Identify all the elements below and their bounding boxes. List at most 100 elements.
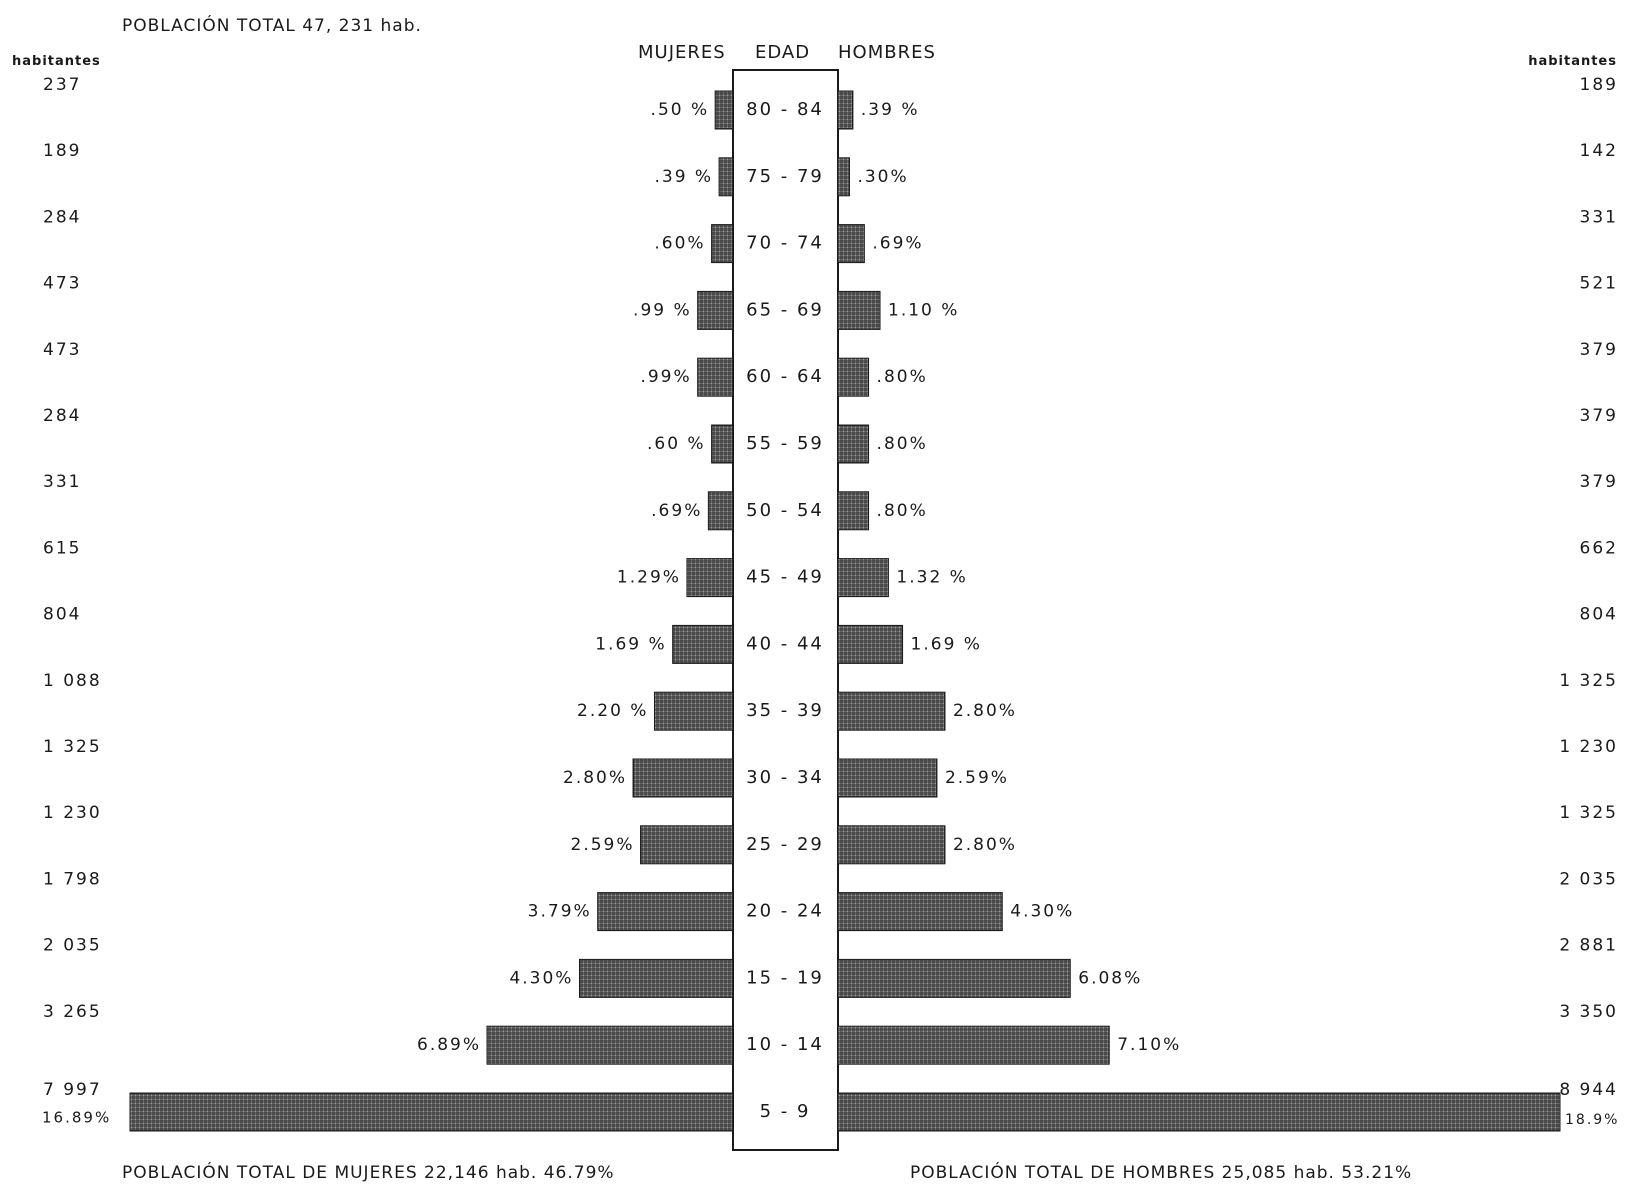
women-total-footer: POBLACIÓN TOTAL DE MUJERES 22,146 hab. 4… <box>122 1163 615 1183</box>
women-bar <box>718 157 734 197</box>
women-bar <box>711 224 734 264</box>
women-count-label: 331 <box>43 472 81 492</box>
women-count-label: 1 230 <box>43 803 102 823</box>
women-percent-label: .50 % <box>651 100 710 120</box>
age-group-label: 35 - 39 <box>746 700 824 721</box>
men-percent-label: 1.32 % <box>896 568 967 588</box>
women-percent-label: .99% <box>640 367 691 387</box>
age-group-label: 60 - 64 <box>746 366 824 387</box>
age-group-label: 65 - 69 <box>746 299 824 320</box>
men-percent-label: 2.80% <box>953 835 1017 855</box>
women-percent-label: 1.29% <box>617 568 681 588</box>
age-group-label: 15 - 19 <box>746 967 824 988</box>
women-count-label: 7 997 <box>43 1080 102 1100</box>
women-percent-label: .39 % <box>654 167 713 187</box>
men-percent-label: 1.69 % <box>911 634 982 654</box>
men-bar <box>837 491 870 531</box>
women-percent-label: .69% <box>651 501 702 521</box>
women-percent-label: 4.30% <box>509 968 573 988</box>
men-count-label: 1 325 <box>1559 803 1618 823</box>
men-percent-label: 18.9% <box>1565 1112 1619 1128</box>
women-bar <box>697 357 734 397</box>
age-group-label: 75 - 79 <box>746 166 824 187</box>
men-bar <box>837 558 889 598</box>
age-group-label: 55 - 59 <box>746 433 824 454</box>
men-total-footer: POBLACIÓN TOTAL DE HOMBRES 25,085 hab. 5… <box>910 1163 1413 1183</box>
men-percent-label: .80% <box>877 367 928 387</box>
women-percent-label: 2.20 % <box>577 701 648 721</box>
men-count-label: 8 944 <box>1559 1080 1618 1100</box>
women-count-label: 189 <box>43 141 81 161</box>
men-percent-label: .80% <box>877 434 928 454</box>
women-percent-label: 2.59% <box>571 835 635 855</box>
age-group-label: 20 - 24 <box>746 901 824 922</box>
women-bar <box>597 892 734 932</box>
men-count-label: 331 <box>1580 207 1618 227</box>
men-count-label: 2 881 <box>1559 936 1618 956</box>
women-count-label: 284 <box>43 207 81 227</box>
men-bar <box>837 224 865 264</box>
chart-title: POBLACIÓN TOTAL 47, 231 hab. <box>122 16 422 36</box>
men-bar <box>837 1092 1561 1132</box>
men-bar <box>837 290 881 330</box>
women-percent-label: .60 % <box>647 434 706 454</box>
women-percent-label: .60% <box>654 234 705 254</box>
men-count-label: 2 035 <box>1559 869 1618 889</box>
women-count-label: 2 035 <box>43 936 102 956</box>
men-bar <box>837 892 1003 932</box>
men-bar <box>837 825 946 865</box>
age-column-header: EDAD <box>755 42 811 63</box>
age-group-label: 50 - 54 <box>746 500 824 521</box>
women-bar <box>711 424 734 464</box>
men-percent-label: 1.10 % <box>888 300 959 320</box>
age-group-label: 25 - 29 <box>746 834 824 855</box>
women-bar <box>714 90 734 130</box>
age-group-label: 70 - 74 <box>746 233 824 254</box>
age-group-label: 30 - 34 <box>746 767 824 788</box>
men-percent-label: 7.10% <box>1117 1035 1181 1055</box>
men-bar <box>837 424 870 464</box>
women-bar <box>640 825 734 865</box>
women-bar <box>578 958 734 998</box>
women-percent-label: 3.79% <box>528 902 592 922</box>
age-group-label: 45 - 49 <box>746 567 824 588</box>
men-count-label: 379 <box>1580 340 1618 360</box>
men-percent-label: .39 % <box>861 100 920 120</box>
men-count-label: 379 <box>1580 406 1618 426</box>
women-bar <box>129 1092 734 1132</box>
men-percent-label: 4.30% <box>1010 902 1074 922</box>
age-group-label: 5 - 9 <box>760 1101 811 1122</box>
men-count-label: 142 <box>1580 141 1618 161</box>
women-percent-label: 1.69 % <box>595 634 666 654</box>
men-column-header: HOMBRES <box>838 42 936 63</box>
men-count-label: 804 <box>1580 605 1618 625</box>
women-count-label: 1 088 <box>43 671 102 691</box>
women-bar <box>653 691 734 731</box>
men-count-header: habitantes <box>1528 54 1617 69</box>
men-count-label: 379 <box>1580 472 1618 492</box>
women-count-label: 615 <box>43 538 81 558</box>
women-count-label: 284 <box>43 406 81 426</box>
men-bar <box>837 1025 1110 1065</box>
women-count-label: 1 798 <box>43 869 102 889</box>
men-count-label: 1 230 <box>1559 737 1618 757</box>
women-count-label: 804 <box>43 605 81 625</box>
men-percent-label: 6.08% <box>1078 968 1142 988</box>
men-bar <box>837 624 904 664</box>
women-bar <box>707 491 734 531</box>
age-group-label: 10 - 14 <box>746 1034 824 1055</box>
men-percent-label: 2.59% <box>945 768 1009 788</box>
age-group-label: 80 - 84 <box>746 99 824 120</box>
men-bar <box>837 758 938 798</box>
women-percent-label: 16.89% <box>42 1109 111 1127</box>
women-count-label: 1 325 <box>43 737 102 757</box>
men-bar <box>837 157 850 197</box>
women-count-label: 473 <box>43 340 81 360</box>
women-bar <box>686 558 734 598</box>
age-group-label: 40 - 44 <box>746 633 824 654</box>
men-percent-label: .80% <box>877 501 928 521</box>
men-bar <box>837 691 946 731</box>
women-bar <box>632 758 734 798</box>
men-count-label: 3 350 <box>1559 1002 1618 1022</box>
